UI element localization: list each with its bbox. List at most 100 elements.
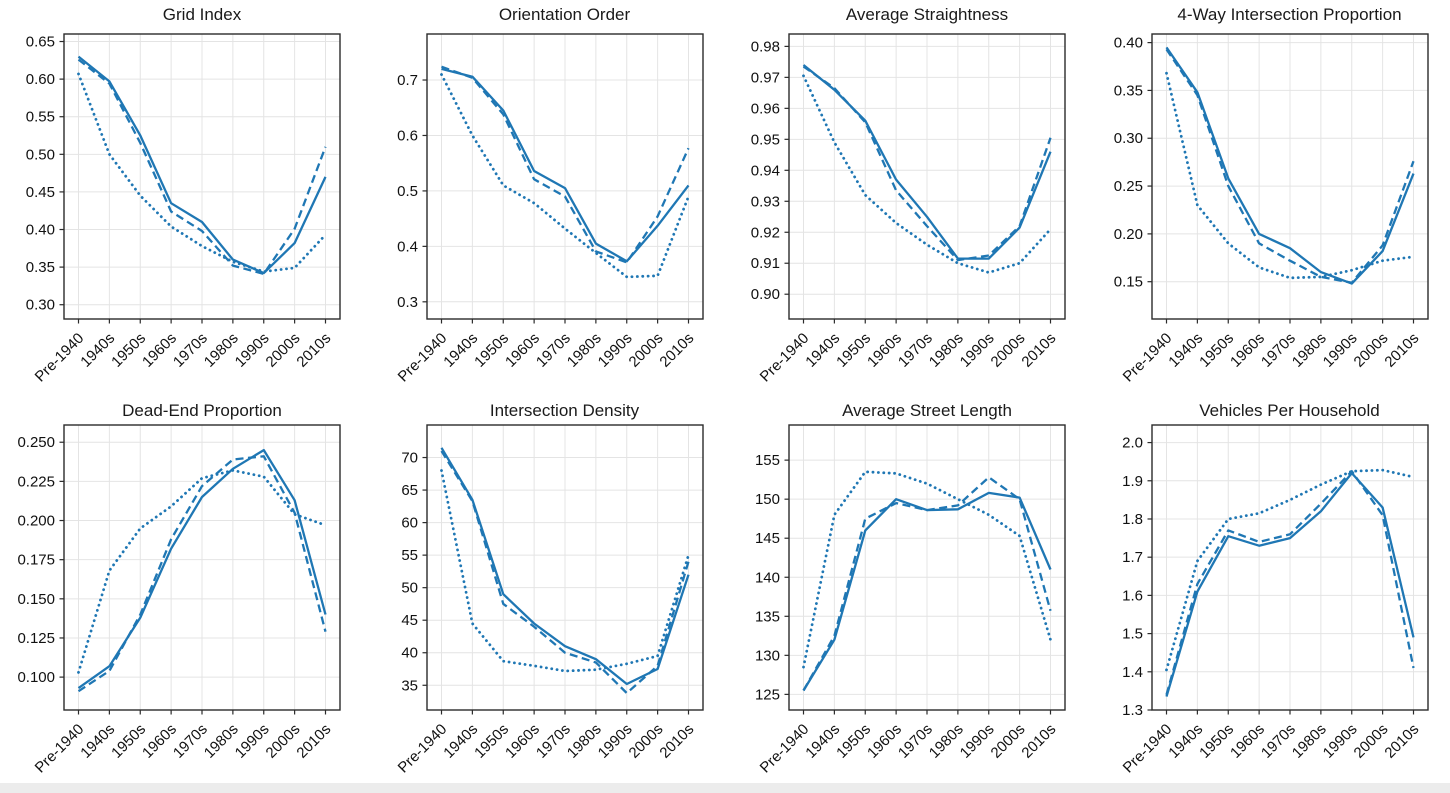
y-tick-label: 0.30 xyxy=(26,297,55,314)
subplot-grid-index: Grid Index 0.30 0.35 0.40 0.45 0.50 0.55 0.60 0… xyxy=(0,0,362,396)
subplot-intersection-density: Intersection Density 35 40 45 50 55 60 65 70 Pre… xyxy=(363,396,725,792)
y-tick-labels: 0.30 0.35 0.40 0.45 0.50 0.55 0.60 0.65 xyxy=(26,34,55,314)
subplot-average-straightness: Average Straightness 0.90 0.91 0.92 0.93 0.9… xyxy=(725,0,1087,396)
y-tick-label: 0.91 xyxy=(751,255,780,272)
y-tick-label: 1.4 xyxy=(1122,664,1143,681)
y-tick-label: 55 xyxy=(401,547,418,564)
y-tick-label: 0.45 xyxy=(26,184,55,201)
x-tick-labels: Pre-19401940s1950s1960s1970s1980s1990s20… xyxy=(394,721,697,777)
series-dashed xyxy=(802,65,1052,262)
tick-marks xyxy=(784,45,1052,324)
series-dashed xyxy=(440,65,690,264)
y-tick-label: 0.30 xyxy=(1113,130,1142,147)
tick-marks xyxy=(1147,42,1414,324)
series-dashed xyxy=(77,58,327,276)
x-tick-label: 2010s xyxy=(293,721,334,762)
gridlines xyxy=(426,34,703,319)
series-dotted xyxy=(439,73,690,279)
series-group xyxy=(77,55,327,276)
y-tick-label: 0.250 xyxy=(17,434,55,451)
x-tick-label: 1980s xyxy=(201,721,242,762)
x-tick-labels: Pre-19401940s1950s1960s1970s1980s1990s20… xyxy=(757,721,1060,777)
series-group xyxy=(802,64,1052,274)
y-tick-label: 145 xyxy=(755,530,780,547)
x-tick-label: 1960s xyxy=(1227,330,1268,371)
y-tick-labels: 35 40 45 50 55 60 65 70 xyxy=(401,450,418,695)
y-tick-label: 0.7 xyxy=(397,72,418,89)
y-tick-label: 0.97 xyxy=(751,69,780,86)
x-tick-labels: Pre-19401940s1950s1960s1970s1980s1990s20… xyxy=(394,330,697,386)
x-tick-label: 1950s xyxy=(108,330,149,371)
x-tick-label: 1950s xyxy=(833,330,874,371)
gridlines xyxy=(1151,425,1428,711)
x-tick-label: 1970s xyxy=(170,330,211,371)
series-group xyxy=(439,447,690,695)
series-dashed xyxy=(802,476,1052,692)
x-tick-label: 2010s xyxy=(1018,330,1059,371)
screenshot-edge-strip xyxy=(0,783,1450,793)
x-tick-label: 1940s xyxy=(1165,330,1206,371)
x-tick-labels: Pre-19401940s1950s1960s1970s1980s1990s20… xyxy=(1119,721,1422,777)
x-tick-label: 2010s xyxy=(656,330,697,371)
tick-marks xyxy=(422,79,689,324)
x-tick-label: 1990s xyxy=(1319,721,1360,762)
y-tick-labels: 125 130 135 140 145 150 155 xyxy=(755,452,780,703)
x-tick-label: 1960s xyxy=(139,721,180,762)
y-tick-label: 0.4 xyxy=(397,238,418,255)
chart-title: Average Straightness xyxy=(845,5,1009,24)
x-tick-label: 1970s xyxy=(532,330,573,371)
y-tick-label: 0.92 xyxy=(751,224,780,241)
x-tick-label: 1950s xyxy=(1196,330,1237,371)
x-tick-label: 1970s xyxy=(895,330,936,371)
y-tick-label: 0.3 xyxy=(397,294,418,311)
x-tick-label: 1940s xyxy=(802,721,843,762)
y-tick-label: 130 xyxy=(755,647,780,664)
y-tick-label: 0.50 xyxy=(26,146,55,163)
x-tick-label: 1960s xyxy=(139,330,180,371)
y-tick-label: 0.98 xyxy=(751,38,780,55)
series-solid xyxy=(1165,46,1415,285)
y-tick-label: 0.125 xyxy=(17,630,55,647)
series-group xyxy=(77,448,327,693)
series-solid xyxy=(440,447,690,686)
y-tick-label: 125 xyxy=(755,686,780,703)
x-tick-label: 2010s xyxy=(293,330,334,371)
series-dotted xyxy=(77,469,327,674)
x-tick-label: 1970s xyxy=(170,721,211,762)
tick-marks xyxy=(422,456,689,715)
y-tick-labels: 1.3 1.4 1.5 1.6 1.7 1.8 1.9 2.0 xyxy=(1122,435,1143,719)
series-group xyxy=(1164,46,1415,285)
y-tick-label: 0.150 xyxy=(17,591,55,608)
subplot-4way-intersection-proportion: 4-Way Intersection Proportion 0.15 0.20 0.… xyxy=(1088,0,1450,396)
series-dotted xyxy=(1164,71,1415,280)
x-tick-label: 1960s xyxy=(502,330,543,371)
y-tick-label: 1.8 xyxy=(1122,511,1143,528)
y-tick-label: 1.5 xyxy=(1122,626,1143,643)
x-tick-labels: Pre-19401940s1950s1960s1970s1980s1990s20… xyxy=(1119,330,1422,386)
y-tick-label: 140 xyxy=(755,569,780,586)
y-tick-label: 0.94 xyxy=(751,162,780,179)
x-tick-label: 2010s xyxy=(1381,721,1422,762)
chart-title: Average Street Length xyxy=(842,401,1012,420)
x-tick-label: 1980s xyxy=(926,721,967,762)
y-tick-label: 0.40 xyxy=(26,222,55,239)
series-solid xyxy=(77,55,327,275)
chart-title: Grid Index xyxy=(162,5,242,24)
x-tick-label: 2000s xyxy=(1350,330,1391,371)
y-tick-label: 0.35 xyxy=(1113,82,1142,99)
y-tick-label: 0.65 xyxy=(26,34,55,51)
chart-canvas-intersection-density: 35 40 45 50 55 60 65 70 Pre-19401940s1950s1960s1… xyxy=(394,424,704,777)
chart-title: Vehicles Per Household xyxy=(1199,401,1380,420)
x-tick-label: 1940s xyxy=(1165,721,1206,762)
y-tick-label: 1.6 xyxy=(1122,587,1143,604)
y-tick-label: 60 xyxy=(401,515,418,532)
x-tick-label: 1980s xyxy=(926,330,967,371)
y-tick-label: 0.100 xyxy=(17,669,55,686)
x-tick-label: 1970s xyxy=(532,721,573,762)
chart-title: Dead-End Proportion xyxy=(122,401,282,420)
series-group xyxy=(439,65,690,279)
x-tick-label: 1940s xyxy=(440,330,481,371)
subplot-average-street-length: Average Street Length 125 130 135 140 145 150… xyxy=(725,396,1087,792)
series-dotted xyxy=(1164,468,1415,672)
